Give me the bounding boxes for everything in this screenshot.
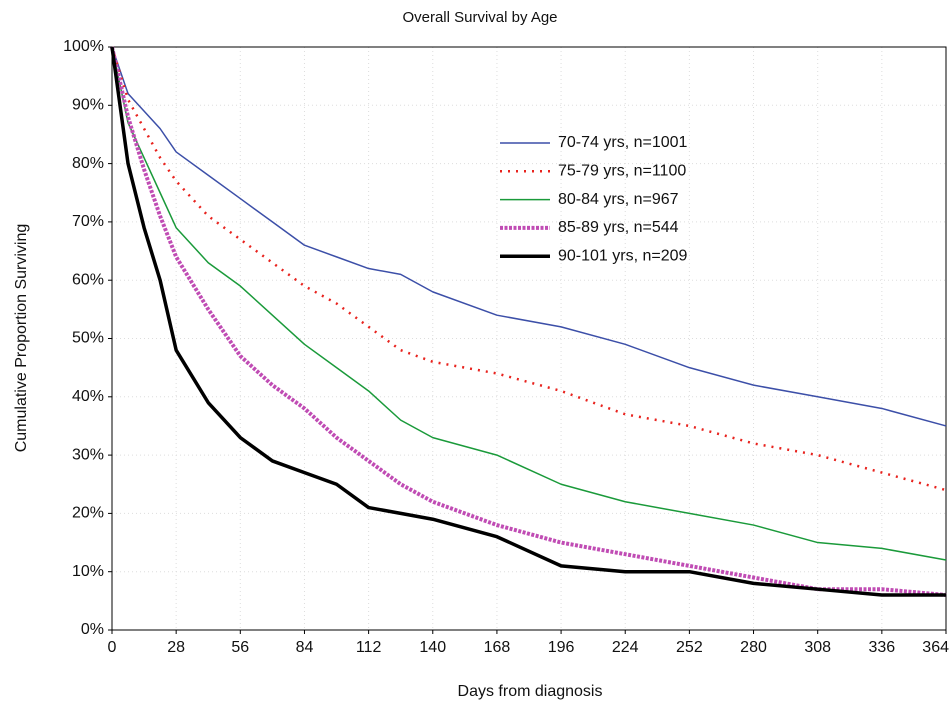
survival-line bbox=[110, 46, 946, 597]
x-tick-label: 112 bbox=[356, 639, 382, 656]
x-tick-label: 168 bbox=[484, 639, 511, 656]
x-tick-label: 336 bbox=[868, 639, 895, 656]
y-tick-label: 50% bbox=[72, 330, 104, 347]
x-tick-label: 224 bbox=[612, 639, 639, 656]
x-tick-label: 140 bbox=[419, 639, 446, 656]
survival-line bbox=[110, 46, 947, 598]
y-tick-label: 70% bbox=[72, 213, 104, 230]
y-tick-label: 90% bbox=[72, 97, 104, 114]
x-tick-label: 84 bbox=[296, 639, 314, 656]
survival-line bbox=[111, 46, 947, 427]
y-tick-label: 100% bbox=[63, 38, 104, 55]
y-tick-label: 80% bbox=[72, 155, 104, 172]
legend-label: 80-84 yrs, n=967 bbox=[558, 191, 679, 208]
x-tick-label: 308 bbox=[804, 639, 831, 656]
plot-frame bbox=[111, 46, 947, 631]
legend-label: 90-101 yrs, n=209 bbox=[558, 247, 688, 264]
x-tick-label: 0 bbox=[108, 639, 117, 656]
y-tick-label: 10% bbox=[72, 563, 104, 580]
y-tick-label: 0% bbox=[81, 621, 104, 638]
x-tick-label: 364 bbox=[922, 639, 949, 656]
x-axis-label: Days from diagnosis bbox=[458, 683, 603, 700]
x-tick-label: 28 bbox=[167, 639, 185, 656]
x-tick-label: 252 bbox=[676, 639, 703, 656]
x-tick-label: 196 bbox=[548, 639, 575, 656]
survival-line bbox=[110, 46, 947, 492]
y-tick-label: 20% bbox=[72, 505, 104, 522]
x-tick-label: 280 bbox=[740, 639, 767, 656]
y-tick-label: 40% bbox=[72, 388, 104, 405]
survival-line bbox=[111, 46, 947, 561]
y-axis-label: Cumulative Proportion Surviving bbox=[13, 224, 30, 453]
x-tick-label: 56 bbox=[231, 639, 249, 656]
legend-label: 70-74 yrs, n=1001 bbox=[558, 134, 688, 151]
y-tick-label: 30% bbox=[72, 446, 104, 463]
y-tick-label: 60% bbox=[72, 271, 104, 288]
legend-label: 75-79 yrs, n=1100 bbox=[558, 163, 686, 180]
legend-label: 85-89 yrs, n=544 bbox=[558, 219, 679, 236]
chart-title: Overall Survival by Age bbox=[402, 9, 557, 26]
